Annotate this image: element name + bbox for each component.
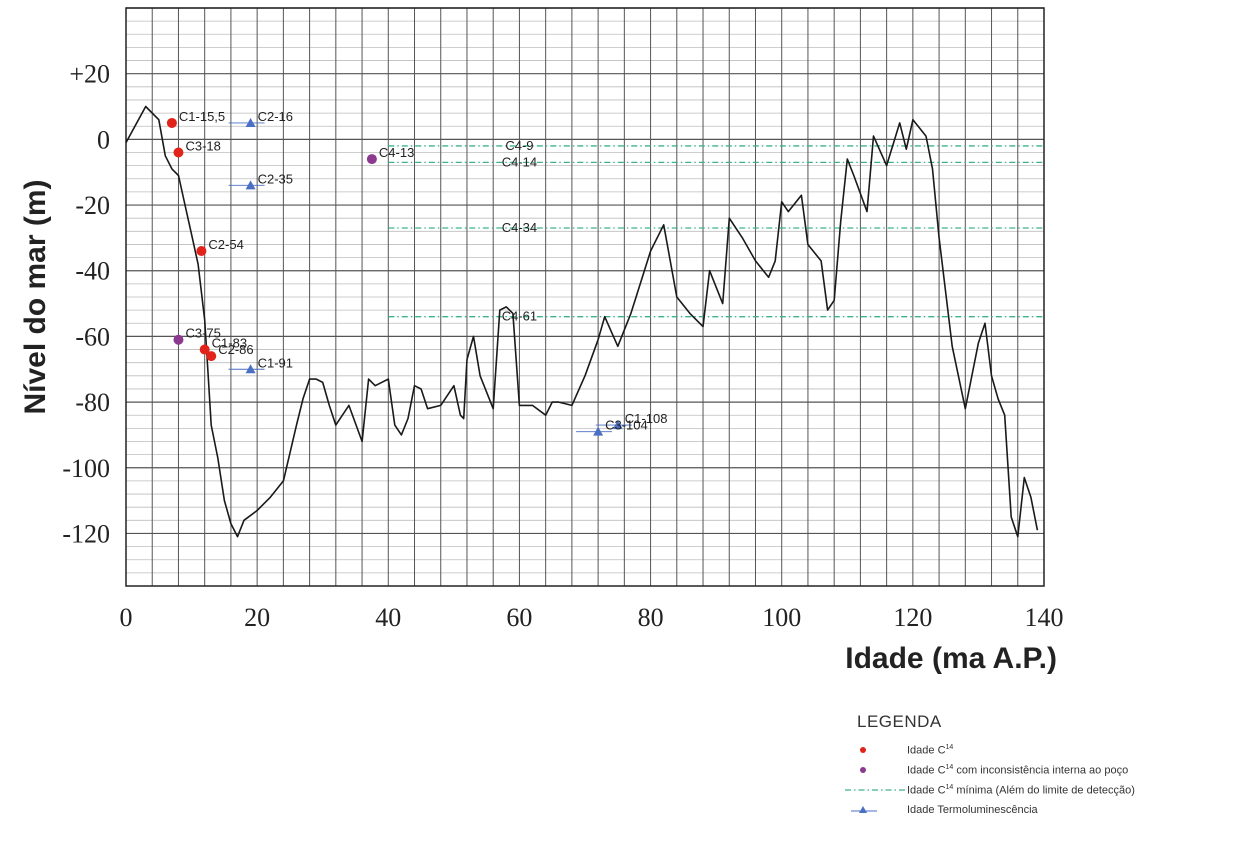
minimum-age-lines: C4-9C4-14 C4-34 C4-61: [388, 138, 1044, 324]
point-label: C2-86: [218, 342, 253, 357]
legend-item: Idade C14 com inconsistência interna ao …: [843, 760, 1233, 780]
legend: LEGENDA Idade C14 Idade C14 com inconsist…: [843, 712, 1233, 820]
point-label: C2-16: [258, 109, 293, 124]
legend-title: LEGENDA: [857, 712, 942, 731]
y-tick-label: -100: [62, 454, 110, 483]
y-tick-label: -60: [75, 322, 110, 351]
point-label: C2-35: [258, 171, 293, 186]
legend-items: Idade C14 Idade C14 com inconsistência in…: [843, 740, 1233, 820]
x-tick-label: 0: [120, 603, 133, 632]
point-label: C2-54: [208, 237, 243, 252]
legend-item: Idade Termoluminescência: [843, 800, 1233, 820]
data-point-triangle: [593, 426, 604, 436]
data-point: [366, 154, 377, 165]
minimum-age-label: C4-9: [505, 138, 533, 153]
point-label: C1-83: [212, 336, 247, 351]
legend-item-label: Idade C14 mínima (Além do limite de dete…: [907, 783, 1135, 797]
x-tick-label: 120: [893, 603, 932, 632]
x-tick-label: 20: [244, 603, 270, 632]
legend-item-label: Idade C14: [907, 743, 954, 757]
minimum-age-label: C4-61: [502, 309, 537, 324]
data-point-triangle: [245, 364, 256, 374]
legend-item-label: Idade Termoluminescência: [907, 804, 1038, 816]
data-point: [173, 334, 184, 345]
data-point: [196, 246, 207, 257]
legend-item: Idade C14: [843, 740, 1233, 760]
legend-item: Idade C14 mínima (Além do limite de dete…: [843, 780, 1233, 800]
x-tick-label: 60: [506, 603, 532, 632]
data-point: [166, 117, 177, 128]
x-tick-label: 140: [1025, 603, 1064, 632]
sea-level-curve-group: [125, 105, 1039, 538]
minimum-age-label: C4-34: [502, 220, 537, 235]
dot-marker-icon: [843, 760, 907, 780]
point-label: C3-104: [605, 418, 648, 433]
point-label: C1-91: [258, 355, 293, 370]
data-point-triangle: [245, 180, 256, 190]
y-tick-label: -120: [62, 519, 110, 548]
x-axis-title: Idade (ma A.P.): [845, 642, 1057, 675]
sea-level-curve: [125, 105, 1039, 538]
y-tick-label: 0: [97, 125, 110, 154]
ticks: +20 0 -20 -40 -60 -80 -100 -120 0 20 40 60 80 100 120 1…: [62, 60, 1063, 632]
x-tick-label: 40: [375, 603, 401, 632]
y-tick-label: -20: [75, 191, 110, 220]
data-point-triangle: [612, 420, 623, 430]
point-label: C1-108: [625, 411, 668, 426]
dash-line-icon: [843, 780, 907, 800]
minimum-age-label: C4-14: [502, 154, 537, 169]
point-label: C1-15,5: [179, 109, 225, 124]
triangle-marker-icon: [843, 800, 907, 820]
data-point: [206, 351, 217, 362]
grid: [125, 7, 1045, 587]
plot-frame: [125, 7, 1045, 587]
data-point: [173, 147, 184, 158]
y-tick-label: -40: [75, 257, 110, 286]
dot-marker-icon: [843, 740, 907, 760]
y-tick-label: -80: [75, 388, 110, 417]
legend-item-label: Idade C14 com inconsistência interna ao …: [907, 763, 1129, 777]
x-tick-label: 100: [762, 603, 801, 632]
point-label: C4-13: [379, 145, 414, 160]
point-label: C3-75: [185, 326, 220, 341]
y-tick-label: +20: [69, 60, 110, 89]
data-point-triangle: [245, 117, 256, 127]
x-tick-label: 80: [638, 603, 664, 632]
point-label: C3-18: [185, 139, 220, 154]
y-axis-title: Nível do mar (m): [19, 179, 52, 414]
data-point: [199, 344, 210, 355]
